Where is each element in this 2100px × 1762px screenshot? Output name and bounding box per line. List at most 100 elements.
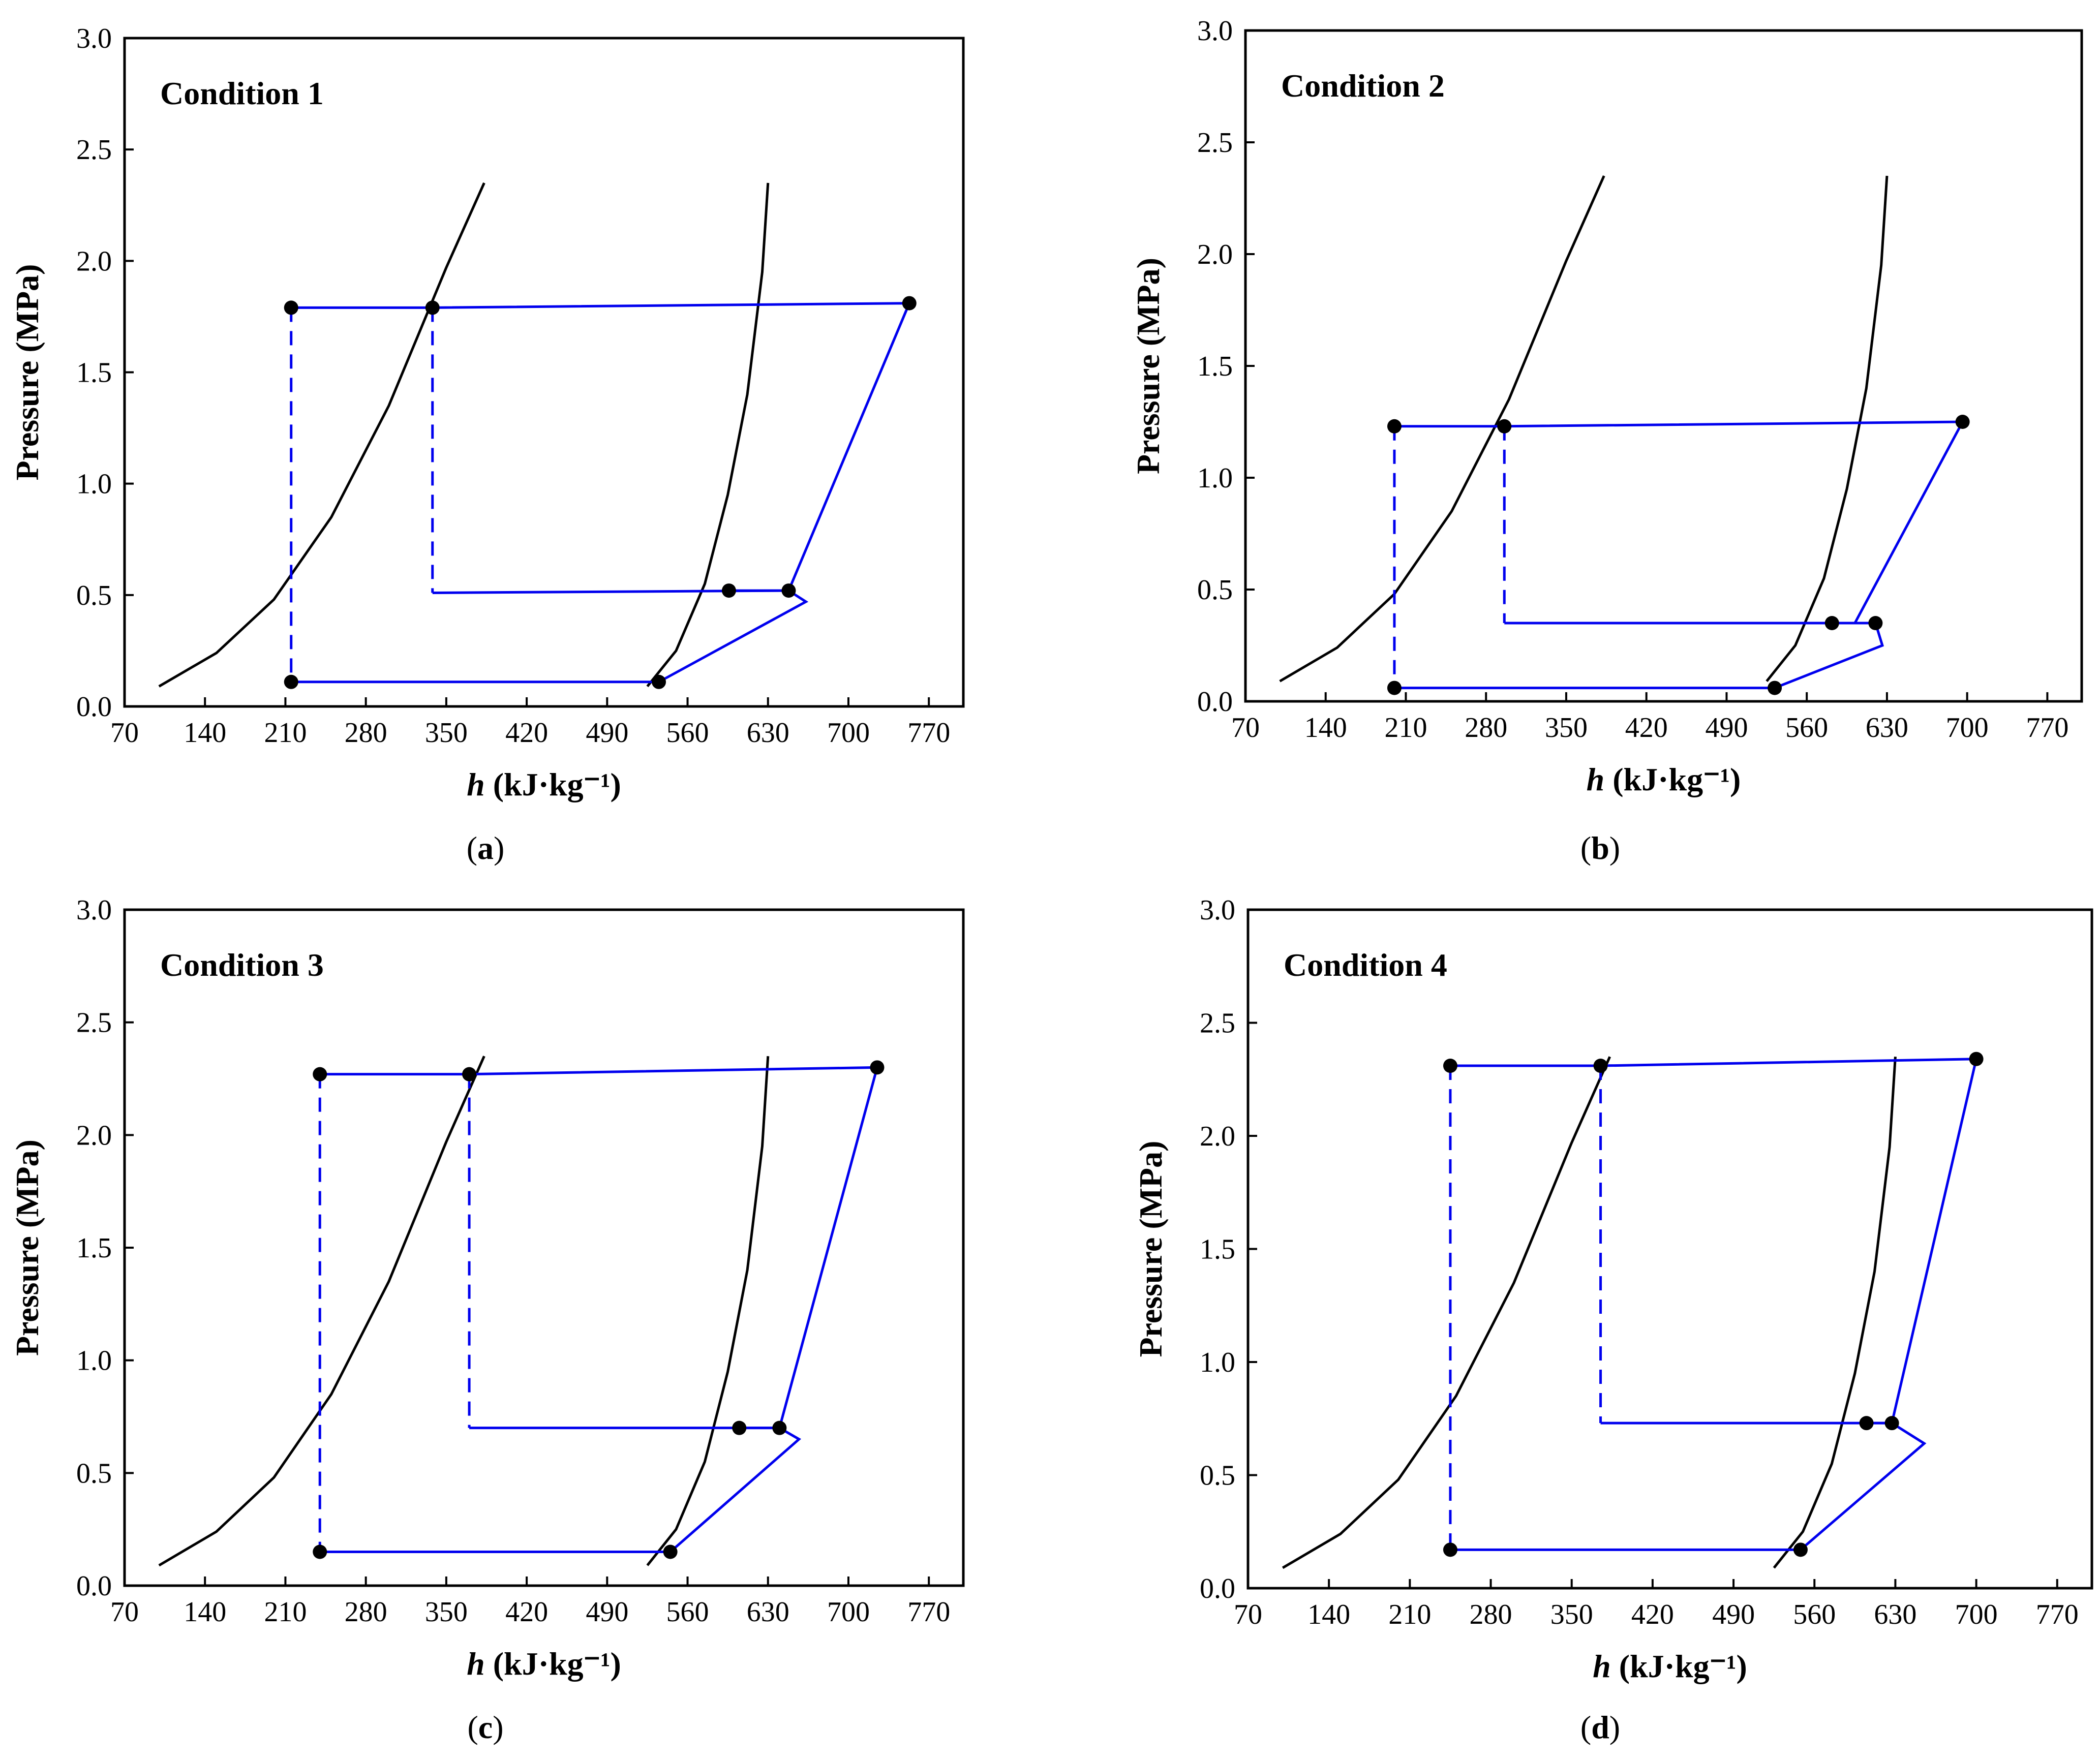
- x-tick-label: 420: [1625, 712, 1668, 744]
- saturated-liquid-curve: [158, 182, 485, 688]
- state-point: [1387, 681, 1402, 695]
- y-tick-label: 0.0: [1200, 1573, 1235, 1604]
- plot-frame: [1244, 29, 2083, 703]
- cycle-line-upper: [1394, 420, 1965, 625]
- y-tick-label: 2.5: [76, 1007, 112, 1039]
- panel-label-part: ): [1609, 1709, 1620, 1745]
- state-point: [1868, 616, 1883, 630]
- x-tick-label: 630: [1866, 712, 1908, 744]
- saturated-vapor-curve: [1766, 175, 1889, 682]
- x-tick-label: 210: [1384, 712, 1427, 744]
- x-tick-label: 770: [2026, 712, 2068, 744]
- x-tick-label: 350: [1550, 1599, 1593, 1630]
- y-tick-label: 2.0: [76, 1120, 112, 1151]
- x-tick-label: 490: [1705, 712, 1748, 744]
- y-tick-label: 0.5: [76, 1458, 112, 1489]
- x-tick-label: 420: [505, 1596, 548, 1628]
- y-tick-label: 2.0: [1200, 1121, 1235, 1152]
- x-tick-label: 280: [345, 717, 387, 749]
- state-point: [1824, 616, 1839, 630]
- panel-label: (b): [1580, 830, 1620, 866]
- x-tick-label: 420: [1631, 1599, 1674, 1630]
- state-point: [1859, 1416, 1874, 1431]
- cycle-line-lower: [1394, 622, 1884, 690]
- state-point: [1884, 1416, 1899, 1431]
- state-point: [1497, 419, 1512, 434]
- y-tick-label: 2.0: [1197, 239, 1233, 270]
- x-tick-label: 140: [1304, 712, 1347, 744]
- x-tick-label: 210: [264, 717, 307, 749]
- panel-label: (c): [467, 1709, 503, 1745]
- saturated-vapor-curve: [646, 182, 770, 688]
- x-tick-label: 700: [1946, 712, 1989, 744]
- cycle-line-lower: [1450, 1421, 1927, 1551]
- x-tick-label: 560: [666, 1596, 709, 1628]
- x-tick-label: 140: [184, 717, 226, 749]
- x-tick-label: 350: [425, 717, 468, 749]
- panel-label-part: (: [467, 1709, 478, 1745]
- y-tick-label: 0.5: [1197, 574, 1233, 606]
- y-tick-label: 2.5: [76, 134, 112, 166]
- x-tick-label: 140: [184, 1596, 226, 1628]
- chart-panel-a: 70 140 210 280 350 420 490 560 630 700 770 0.0 0.5 1.…: [9, 23, 965, 866]
- chart-panel-c: 70 140 210 280 350 420 490 560 630 700 770 0.0 0.5 1.…: [9, 894, 965, 1745]
- y-tick-label: 3.0: [1200, 894, 1235, 926]
- cycle-line-lower: [291, 589, 809, 684]
- state-point: [721, 583, 736, 598]
- plot-frame: [123, 37, 965, 708]
- panel-label-part: b: [1591, 830, 1609, 866]
- saturated-liquid-curve: [1282, 1056, 1611, 1569]
- y-tick-label: 0.0: [1197, 686, 1233, 718]
- panel-label-part: a: [477, 830, 494, 866]
- state-point: [652, 674, 666, 689]
- y-axis-label: Pressure (MPa): [1133, 1141, 1169, 1357]
- state-point: [1387, 419, 1402, 434]
- state-point: [313, 1067, 327, 1081]
- x-axis-label: h (kJ·kg⁻¹): [467, 766, 621, 802]
- x-tick-label: 560: [1785, 712, 1828, 744]
- panel-label-part: ): [494, 830, 504, 866]
- state-point: [1793, 1542, 1808, 1557]
- x-tick-label: 140: [1307, 1599, 1350, 1630]
- panel-label-part: (: [467, 830, 477, 866]
- x-axis-label: h (kJ·kg⁻¹): [1587, 761, 1741, 797]
- x-tick-label: 420: [505, 717, 548, 749]
- x-tick-label: 70: [1231, 712, 1260, 744]
- cycle-line-lower: [320, 1427, 802, 1553]
- y-tick-label: 1.0: [1197, 462, 1233, 494]
- panel-label-part: (: [1580, 830, 1591, 866]
- y-tick-label: 0.5: [76, 580, 112, 611]
- x-tick-label: 280: [345, 1596, 387, 1628]
- y-tick-label: 1.0: [1200, 1347, 1235, 1378]
- state-point: [772, 1420, 787, 1435]
- y-tick-label: 1.5: [1197, 351, 1233, 382]
- x-axis-symbol: h: [467, 1646, 485, 1682]
- state-point: [284, 674, 298, 689]
- panel-label-part: (: [1580, 1709, 1591, 1745]
- panel-label: (a): [467, 830, 505, 866]
- x-tick-label: 630: [747, 1596, 789, 1628]
- y-tick-label: 2.5: [1197, 127, 1233, 159]
- y-tick-label: 0.0: [76, 691, 112, 723]
- x-tick-label: 280: [1465, 712, 1507, 744]
- condition-label: Condition 2: [1281, 68, 1445, 104]
- x-tick-label: 700: [827, 717, 870, 749]
- y-tick-label: 2.0: [76, 245, 112, 277]
- chart-panel-d: 70 140 210 280 350 420 490 560 630 700 770 0.0 0.5 1.…: [1133, 894, 2093, 1745]
- state-point: [663, 1544, 678, 1559]
- saturated-liquid-curve: [158, 1056, 485, 1567]
- state-point: [1969, 1052, 1984, 1066]
- state-point: [781, 583, 796, 598]
- panel-label-part: ): [1609, 830, 1620, 866]
- plot-frame: [123, 908, 965, 1587]
- state-point: [902, 296, 917, 311]
- x-axis-units: (kJ·kg⁻¹): [1604, 761, 1741, 797]
- y-tick-label: 0.5: [1200, 1460, 1235, 1492]
- y-tick-label: 0.0: [76, 1570, 112, 1602]
- y-tick-label: 1.5: [1200, 1234, 1235, 1265]
- condition-label: Condition 4: [1284, 947, 1447, 983]
- x-tick-label: 770: [2036, 1599, 2079, 1630]
- y-axis-label: Pressure (MPa): [9, 264, 45, 481]
- state-point: [284, 300, 298, 315]
